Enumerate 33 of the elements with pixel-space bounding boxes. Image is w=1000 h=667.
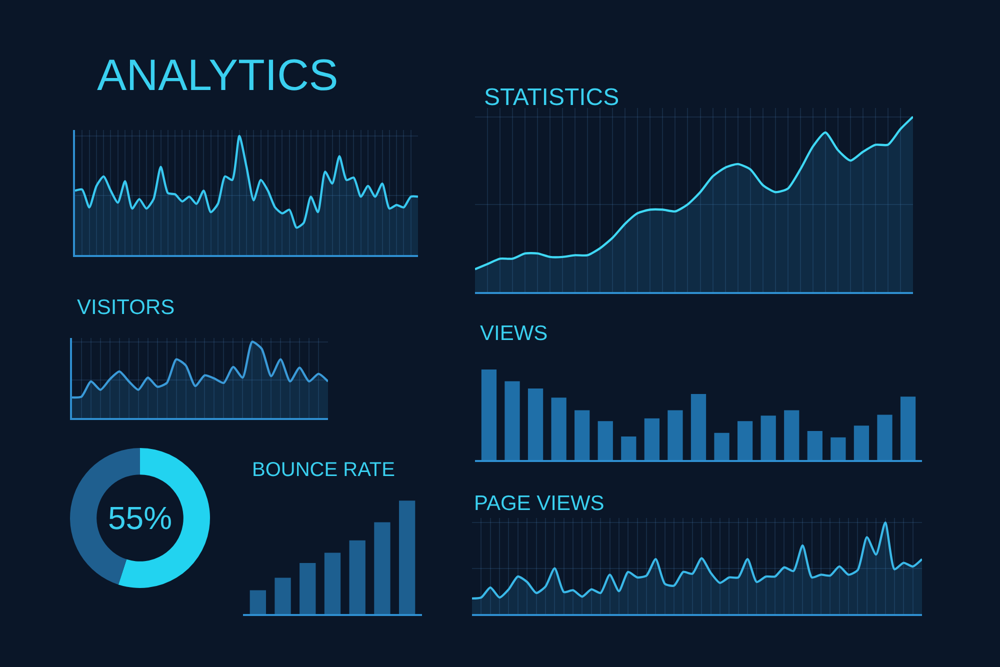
bar (481, 370, 497, 460)
bar (574, 410, 590, 460)
bar (900, 396, 916, 460)
bar (738, 421, 753, 460)
chart-title: ANALYTICS (97, 51, 338, 100)
chart-title: PAGE VIEWS (474, 492, 604, 515)
bar (644, 418, 660, 460)
chart-title: BOUNCE RATE (252, 459, 395, 481)
chart-title: STATISTICS (484, 84, 620, 111)
bar (621, 436, 636, 460)
bar (551, 398, 566, 460)
chart-title: VISITORS (77, 296, 175, 319)
bar (324, 552, 341, 614)
bar (598, 421, 613, 460)
bar (690, 394, 706, 460)
bar (528, 388, 544, 460)
bar (399, 500, 416, 614)
bar (349, 540, 366, 614)
bar (274, 578, 291, 614)
bar (807, 431, 822, 460)
bar (250, 590, 266, 614)
bar (714, 432, 730, 460)
bar (854, 426, 870, 460)
chart-title: VIEWS (480, 322, 548, 345)
bar (374, 522, 390, 614)
bar (877, 414, 892, 460)
bar (830, 437, 846, 460)
text: 55% (108, 500, 172, 536)
bar (504, 381, 520, 460)
bar (668, 410, 683, 460)
bar (300, 563, 316, 614)
bar (760, 416, 776, 460)
bar (784, 410, 800, 460)
